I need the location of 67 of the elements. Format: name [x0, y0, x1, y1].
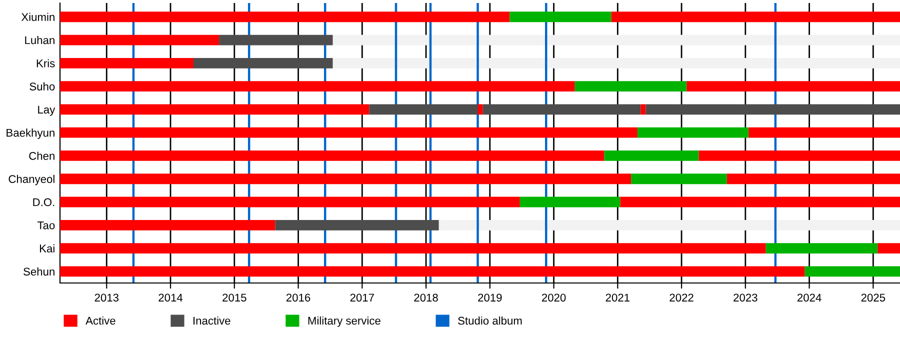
y-tick-label: Sehun — [24, 267, 54, 276]
bar — [804, 266, 900, 277]
y-tick-label: D.O. — [33, 198, 54, 206]
bar — [60, 196, 520, 208]
bar — [60, 81, 575, 92]
bar — [194, 58, 333, 68]
x-tick-label: 2024 — [797, 294, 822, 302]
bar — [766, 243, 878, 254]
bar — [275, 220, 439, 230]
bar — [620, 196, 900, 208]
y-tick-label: Chanyeol — [8, 174, 54, 186]
y-tick-label: Lay — [38, 106, 56, 116]
x-tick-label: 2025 — [861, 294, 886, 302]
bar — [332, 58, 900, 68]
y-tick-label: Kai — [40, 244, 54, 252]
bar — [332, 34, 900, 46]
bar — [60, 150, 604, 161]
legend-label: Active — [86, 316, 116, 325]
bar — [478, 104, 483, 115]
bar — [60, 34, 220, 46]
bar — [60, 266, 805, 277]
x-tick-label: 2017 — [350, 294, 374, 302]
legend-label: Studio album — [458, 316, 522, 325]
y-tick-label: Chen — [29, 152, 54, 160]
bar — [520, 196, 620, 208]
bar — [637, 127, 749, 138]
x-tick-label: 2018 — [414, 294, 438, 302]
bar — [60, 12, 510, 22]
bar — [482, 104, 641, 115]
bar — [611, 12, 900, 22]
bar — [369, 104, 478, 115]
y-tick-label: Xiumin — [21, 12, 54, 22]
x-tick-label: 2021 — [606, 294, 630, 302]
x-tick-label: 2020 — [542, 294, 566, 302]
y-tick-label: Suho — [30, 82, 55, 90]
bar — [60, 243, 766, 254]
bar — [60, 58, 194, 68]
bar — [60, 220, 276, 230]
bar — [878, 243, 900, 254]
bar — [60, 104, 370, 115]
legend-label: Inactive — [194, 316, 230, 325]
bar — [510, 12, 612, 22]
y-tick-label: Baekhyun — [6, 128, 54, 139]
bar — [640, 104, 646, 115]
x-tick-label: 2015 — [222, 294, 246, 302]
bar — [604, 150, 699, 161]
x-tick-label: 2013 — [94, 294, 119, 302]
x-tick-label: 2016 — [286, 294, 310, 302]
bar — [574, 81, 687, 92]
bar — [748, 127, 900, 138]
bar — [646, 104, 900, 115]
y-tick-label: Kris — [36, 59, 55, 68]
bar — [219, 34, 333, 46]
bar — [631, 174, 727, 184]
bar — [60, 127, 638, 138]
y-tick-label: Tao — [37, 222, 55, 230]
x-tick-label: 2014 — [158, 294, 183, 302]
legend-label: Military service — [308, 316, 380, 327]
x-tick-label: 2023 — [734, 294, 758, 302]
bar — [726, 174, 900, 184]
bar — [438, 220, 900, 230]
y-tick-label: Luhan — [25, 36, 54, 44]
x-tick-label: 2019 — [478, 294, 502, 302]
bar — [698, 150, 900, 161]
x-tick-label: 2022 — [670, 294, 694, 302]
bar — [60, 174, 632, 184]
bar — [686, 81, 900, 92]
